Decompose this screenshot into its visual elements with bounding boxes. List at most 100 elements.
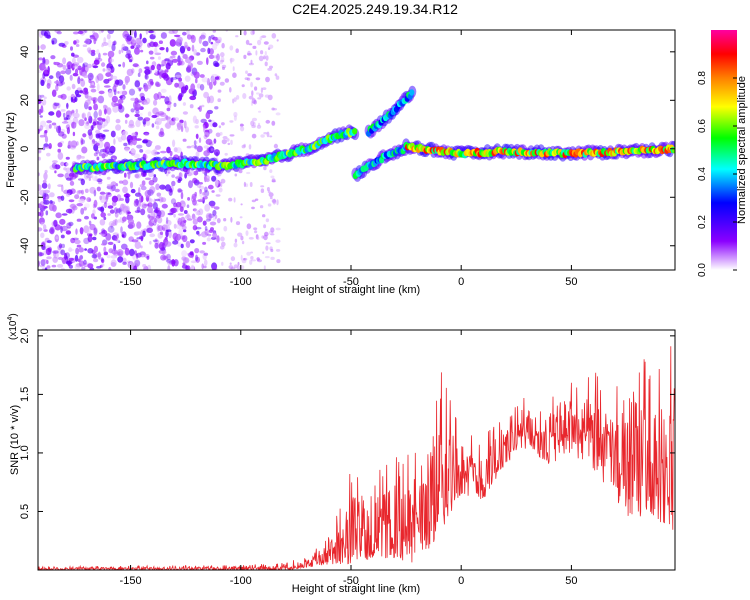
noise-speckle — [172, 240, 179, 245]
noise-speckle — [164, 69, 169, 73]
noise-speckle — [140, 229, 143, 238]
noise-speckle — [122, 46, 129, 51]
noise-speckle — [76, 203, 83, 207]
noise-speckle — [134, 47, 140, 55]
noise-speckle — [69, 204, 76, 209]
noise-speckle — [84, 117, 87, 122]
noise-speckle — [68, 114, 74, 119]
noise-speckle — [79, 90, 84, 94]
noise-speckle — [162, 255, 168, 260]
noise-speckle — [90, 125, 96, 129]
noise-speckle — [101, 258, 105, 264]
noise-speckle — [135, 44, 141, 49]
noise-speckle — [71, 52, 75, 57]
noise-speckle — [74, 265, 81, 270]
noise-speckle — [212, 30, 216, 33]
noise-speckle — [73, 62, 80, 66]
noise-speckle — [52, 256, 58, 263]
noise-speckle — [105, 193, 109, 200]
noise-speckle — [148, 215, 155, 221]
noise-speckle — [61, 243, 65, 249]
noise-speckle — [210, 203, 215, 209]
noise-speckle — [134, 241, 141, 250]
noise-speckle — [165, 224, 170, 231]
noise-speckle — [108, 221, 115, 227]
noise-speckle — [134, 210, 141, 214]
noise-speckle — [52, 250, 59, 254]
noise-speckle — [221, 139, 227, 145]
noise-speckle — [72, 72, 79, 77]
noise-speckle — [58, 243, 63, 249]
noise-speckle — [71, 83, 76, 90]
x-tick-label: -50 — [343, 575, 359, 587]
noise-speckle — [122, 61, 126, 68]
noise-speckle — [42, 99, 47, 106]
noise-speckle — [151, 149, 157, 156]
noise-speckle — [123, 142, 128, 147]
noise-speckle — [152, 31, 156, 36]
noise-speckle — [212, 122, 218, 128]
noise-speckle — [165, 229, 169, 238]
noise-speckle — [100, 124, 106, 129]
noise-speckle — [245, 230, 249, 236]
noise-speckle — [219, 38, 222, 43]
noise-speckle — [92, 65, 99, 69]
noise-speckle — [107, 205, 114, 209]
noise-speckle — [71, 57, 76, 64]
noise-speckle — [168, 30, 175, 34]
noise-speckle — [48, 124, 52, 129]
noise-speckle — [175, 147, 182, 154]
noise-speckle — [249, 259, 253, 265]
noise-speckle — [230, 256, 236, 262]
noise-speckle — [72, 131, 76, 137]
spectrogram-y-ticks: -40 -20 0 20 40 — [19, 46, 675, 254]
y-tick-label: -20 — [19, 189, 31, 205]
noise-speckle — [103, 78, 110, 84]
noise-speckle — [169, 55, 176, 59]
noise-speckle — [101, 263, 105, 267]
noise-speckle — [128, 119, 135, 127]
noise-speckle — [107, 241, 114, 245]
noise-speckle — [124, 113, 129, 119]
noise-speckle — [143, 101, 149, 105]
noise-speckle — [95, 142, 100, 146]
noise-speckle — [107, 225, 115, 233]
noise-speckle — [39, 189, 46, 196]
x-tick-label: -100 — [230, 575, 252, 587]
noise-speckle — [47, 183, 51, 190]
noise-speckle — [51, 89, 57, 97]
noise-speckle — [65, 260, 73, 265]
noise-speckle — [78, 260, 85, 267]
noise-speckle — [275, 112, 281, 116]
noise-speckle — [248, 62, 254, 66]
noise-speckle — [126, 192, 129, 196]
noise-speckle — [272, 198, 277, 205]
noise-speckle — [60, 109, 66, 112]
x-tick-label: -150 — [120, 575, 142, 587]
noise-speckle — [96, 73, 104, 81]
noise-speckle — [139, 149, 144, 153]
snr-frame — [37, 329, 676, 571]
noise-speckle — [217, 98, 221, 103]
noise-speckle — [40, 241, 46, 249]
noise-speckle — [226, 138, 230, 142]
noise-speckle — [143, 131, 150, 136]
noise-speckle — [187, 62, 194, 68]
noise-speckle — [92, 32, 99, 40]
noise-speckle — [166, 146, 171, 154]
noise-speckle — [114, 79, 120, 85]
noise-speckle — [139, 194, 144, 203]
noise-speckle — [239, 124, 245, 127]
noise-speckle — [145, 177, 152, 181]
noise-speckle — [101, 232, 105, 237]
noise-speckle — [109, 58, 114, 63]
noise-speckle — [192, 198, 197, 206]
noise-speckle — [246, 171, 251, 175]
noise-speckle — [208, 119, 212, 123]
noise-speckle — [171, 58, 179, 63]
noise-speckle — [46, 265, 51, 269]
noise-speckle — [140, 245, 143, 249]
noise-speckle — [164, 123, 171, 128]
noise-speckle — [220, 236, 225, 242]
noise-speckle — [174, 176, 182, 180]
